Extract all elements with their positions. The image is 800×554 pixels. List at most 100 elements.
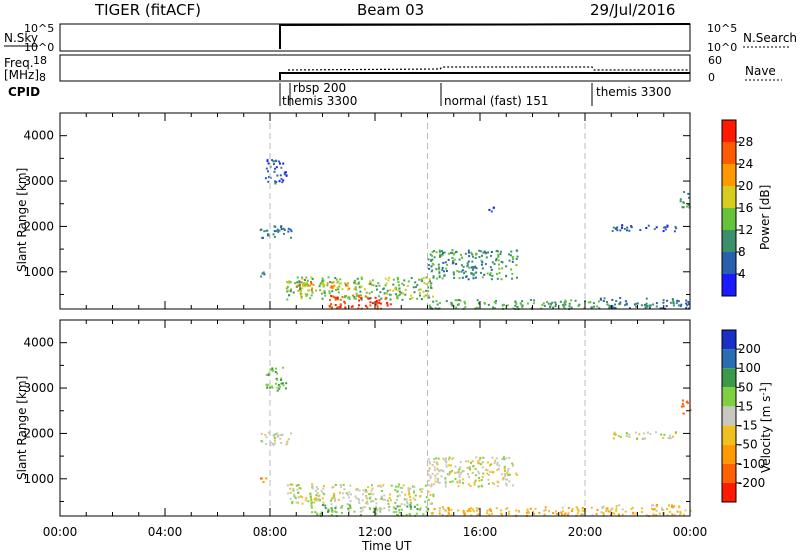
- data-cell: [375, 300, 378, 303]
- data-cell: [583, 307, 586, 310]
- data-cell: [409, 496, 411, 498]
- data-cell: [433, 458, 436, 460]
- data-cell: [396, 495, 399, 498]
- data-cell: [628, 435, 631, 438]
- colorbar-tick-label: -100: [738, 457, 765, 471]
- data-cell: [308, 289, 310, 292]
- data-cell: [456, 480, 459, 483]
- data-cell: [297, 484, 300, 486]
- colorbar-swatch: [722, 164, 736, 186]
- data-cell: [633, 303, 636, 306]
- data-cell: [301, 502, 304, 505]
- data-cell: [300, 281, 303, 284]
- data-cell: [319, 289, 322, 292]
- data-cell: [492, 306, 495, 309]
- data-cell: [675, 431, 677, 434]
- data-cell: [678, 506, 681, 509]
- data-cell: [332, 284, 335, 287]
- data-cell: [431, 251, 434, 253]
- data-cell: [356, 294, 358, 297]
- data-cell: [442, 457, 445, 460]
- data-cell: [345, 295, 348, 297]
- data-cell: [476, 299, 479, 302]
- data-cell: [444, 485, 447, 488]
- data-cell: [454, 299, 457, 302]
- data-cell: [431, 472, 434, 475]
- data-cell: [332, 281, 335, 284]
- data-cell: [510, 268, 513, 271]
- data-cell: [456, 299, 459, 302]
- data-cell: [364, 295, 367, 298]
- data-cell: [311, 291, 314, 294]
- data-cell: [576, 512, 579, 515]
- data-cell: [489, 273, 492, 276]
- data-cell: [385, 297, 388, 300]
- cpid-seg3-bottom: themis 3300: [596, 85, 671, 99]
- data-cell: [525, 511, 528, 514]
- data-cell: [319, 499, 321, 502]
- data-cell: [464, 306, 467, 309]
- data-cell: [398, 284, 400, 287]
- data-cell: [482, 251, 485, 254]
- colorbar-tick-label: 100: [738, 361, 761, 375]
- data-cell: [330, 513, 333, 516]
- data-cell: [310, 498, 313, 501]
- y-tick-label: 3000: [23, 381, 54, 395]
- data-cell: [338, 285, 341, 288]
- data-cell: [351, 305, 354, 308]
- data-cell: [450, 514, 453, 517]
- data-cell: [366, 296, 369, 299]
- data-cell: [655, 514, 658, 517]
- data-cell: [485, 251, 488, 254]
- data-cell: [278, 229, 281, 232]
- data-cell: [367, 486, 370, 489]
- data-cell: [405, 514, 408, 516]
- data-cell: [262, 271, 265, 274]
- data-cell: [669, 437, 672, 440]
- data-cell: [486, 512, 489, 515]
- data-cell: [280, 379, 283, 381]
- data-cell: [672, 300, 675, 303]
- data-cell: [279, 174, 282, 177]
- data-cell: [359, 507, 362, 510]
- data-cell: [428, 479, 431, 482]
- data-cell: [349, 504, 352, 507]
- data-cell: [458, 270, 461, 273]
- data-cell: [377, 485, 380, 488]
- nsky-label: N.Sky: [4, 31, 38, 45]
- data-cell: [478, 476, 481, 479]
- data-cell: [335, 511, 338, 514]
- data-cell: [287, 227, 290, 230]
- data-cell: [467, 509, 470, 512]
- data-cell: [436, 467, 439, 470]
- data-cell: [438, 249, 441, 252]
- data-cell: [676, 299, 679, 302]
- velocity-plot-frame: [59, 319, 691, 517]
- data-cell: [299, 286, 302, 289]
- data-cell: [331, 496, 334, 499]
- data-cell: [412, 491, 415, 494]
- data-cell: [413, 291, 416, 294]
- data-cell: [401, 292, 404, 295]
- data-cell: [458, 481, 461, 484]
- data-cell: [264, 433, 267, 436]
- data-cell: [339, 306, 342, 309]
- data-cell: [626, 226, 629, 229]
- data-cell: [274, 160, 276, 163]
- data-cell: [655, 509, 658, 512]
- data-cell: [286, 281, 289, 284]
- data-cell: [615, 227, 618, 230]
- data-cell: [312, 284, 315, 286]
- data-cell: [615, 507, 618, 510]
- data-cell: [625, 435, 628, 438]
- data-cell: [499, 253, 502, 255]
- data-cell: [664, 226, 667, 229]
- data-cell: [644, 304, 647, 307]
- data-cell: [437, 479, 440, 481]
- data-cell: [491, 456, 494, 459]
- data-cell: [600, 298, 602, 301]
- colorbar-swatch: [722, 230, 736, 252]
- data-cell: [330, 497, 333, 500]
- data-cell: [516, 306, 519, 308]
- data-cell: [638, 433, 641, 436]
